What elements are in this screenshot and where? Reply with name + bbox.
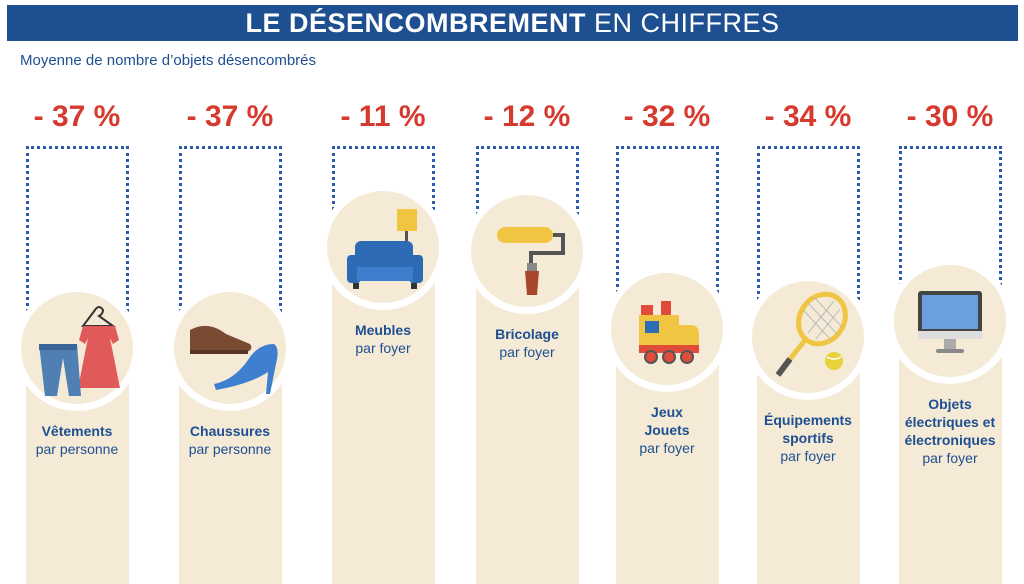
category-label: Bricolage par foyer	[462, 325, 592, 361]
category-unit: par foyer	[499, 343, 555, 360]
category-name: Meubles	[318, 321, 448, 339]
category-name-line: Jeux	[651, 403, 683, 420]
icon-circle	[752, 280, 864, 393]
category-label: Vêtements par personne	[12, 422, 142, 458]
dotted-marker	[475, 146, 579, 251]
category-name-line: Chaussures	[189, 423, 271, 440]
category-name: Bricolage	[462, 325, 592, 343]
category-unit: par personne	[35, 441, 119, 458]
icon-circle	[471, 194, 583, 307]
category-label: Meubles par foyer	[318, 321, 448, 357]
dotted-marker	[331, 146, 435, 247]
icon-circle	[174, 292, 286, 405]
icon-circle	[21, 292, 133, 405]
value-label: - 34 %	[764, 100, 852, 133]
value-label: - 37 %	[33, 100, 121, 133]
category-label: Chaussures par personne	[165, 422, 295, 458]
title-light: EN CHIFFRES	[594, 7, 780, 38]
title-banner: LE DÉSENCOMBREMENT EN CHIFFRES	[7, 5, 1018, 41]
dotted-marker	[178, 146, 282, 349]
category-label: Équipements sportifs par foyer	[743, 411, 873, 465]
category-name: Objets électriques et électroniques	[885, 395, 1015, 449]
category-name-line: Bricolage	[495, 325, 559, 342]
category-name-line: Objets	[928, 396, 972, 412]
category-unit: par personne	[188, 441, 272, 458]
category-unit: par foyer	[355, 339, 411, 356]
category-unit: par foyer	[922, 450, 978, 466]
category-name-line: électroniques	[904, 432, 996, 448]
category-name-line: électriques et	[904, 414, 996, 430]
category-name-line: Meubles	[354, 321, 411, 338]
icon-circle	[327, 190, 439, 303]
dotted-marker	[756, 146, 860, 337]
category-name: Équipements sportifs	[743, 411, 873, 447]
dotted-marker	[25, 146, 129, 349]
title-bold: LE DÉSENCOMBREMENT	[245, 7, 586, 38]
icon-circle	[894, 265, 1006, 377]
category-label: Objets électriques et électroniques par foy…	[885, 395, 1015, 467]
value-label: - 12 %	[483, 100, 571, 133]
bar	[331, 246, 435, 584]
category-unit: par foyer	[639, 439, 695, 456]
dotted-marker	[615, 146, 719, 329]
category-name-line: Vêtements	[41, 423, 113, 440]
category-name: Chaussures	[165, 422, 295, 440]
value-label: - 11 %	[340, 100, 426, 133]
chart-subtitle: Moyenne de nombre d’objets désencombrés	[20, 52, 317, 69]
category-name-line: Jouets	[644, 421, 690, 438]
category-name: Vêtements	[12, 422, 142, 440]
value-label: - 30 %	[906, 100, 994, 133]
value-label: - 32 %	[623, 100, 711, 133]
icon-circle	[611, 272, 723, 385]
category-label: Jeux Jouets par foyer	[602, 403, 732, 457]
category-name-line: sportifs	[782, 429, 834, 446]
value-label: - 37 %	[186, 100, 274, 133]
dotted-marker	[898, 146, 1002, 321]
category-name-line: Équipements	[764, 411, 852, 428]
category-unit: par foyer	[780, 447, 836, 464]
category-name: Jeux Jouets	[602, 403, 732, 439]
